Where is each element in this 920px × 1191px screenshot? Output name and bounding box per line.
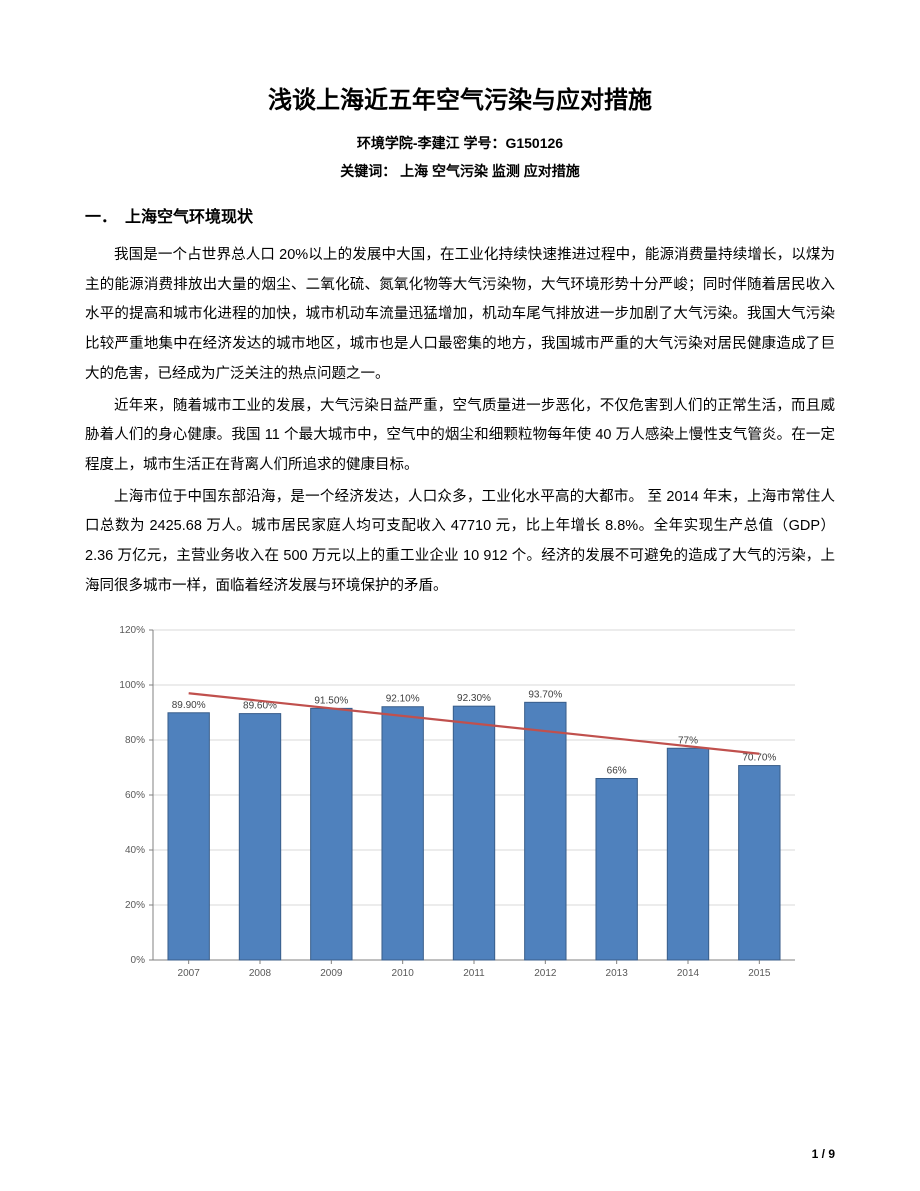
svg-text:60%: 60%	[125, 790, 145, 801]
svg-text:20%: 20%	[125, 900, 145, 911]
paragraph: 近年来，随着城市工业的发展，大气污染日益严重，空气质量进一步恶化，不仅危害到人们…	[85, 392, 835, 481]
svg-text:2014: 2014	[677, 968, 700, 979]
svg-text:93.70%: 93.70%	[528, 689, 562, 700]
paragraph: 上海市位于中国东部沿海，是一个经济发达，人口众多，工业化水平高的大都市。 至 2…	[85, 483, 835, 602]
svg-text:40%: 40%	[125, 845, 145, 856]
svg-text:2007: 2007	[178, 968, 201, 979]
svg-text:100%: 100%	[119, 680, 145, 691]
document-title: 浅谈上海近五年空气污染与应对措施	[85, 80, 835, 115]
svg-text:2012: 2012	[534, 968, 557, 979]
svg-text:2015: 2015	[748, 968, 771, 979]
svg-text:92.10%: 92.10%	[386, 693, 420, 704]
paragraph: 我国是一个占世界总人口 20%以上的发展中大国，在工业化持续快速推进过程中，能源…	[85, 241, 835, 390]
svg-text:120%: 120%	[119, 625, 145, 636]
svg-text:91.50%: 91.50%	[314, 695, 348, 706]
svg-text:89.90%: 89.90%	[172, 699, 206, 710]
svg-text:2013: 2013	[606, 968, 629, 979]
svg-text:92.30%: 92.30%	[457, 693, 491, 704]
svg-text:70.70%: 70.70%	[742, 752, 776, 763]
svg-text:0%: 0%	[131, 955, 146, 966]
svg-text:2008: 2008	[249, 968, 272, 979]
author-line: 环境学院-李建江 学号：G150126	[85, 133, 835, 153]
bar-chart: 0%20%40%60%80%100%120%89.90%200789.60%20…	[105, 620, 805, 985]
svg-text:2009: 2009	[320, 968, 343, 979]
svg-text:80%: 80%	[125, 735, 145, 746]
svg-text:2010: 2010	[392, 968, 415, 979]
keywords-line: 关键词： 上海 空气污染 监测 应对措施	[85, 161, 835, 181]
section-heading: 一． 上海空气环境现状	[85, 203, 835, 227]
page-total: 9	[828, 1147, 835, 1161]
svg-text:66%: 66%	[607, 765, 627, 776]
document-page: 浅谈上海近五年空气污染与应对措施 环境学院-李建江 学号：G150126 关键词…	[0, 0, 920, 1191]
svg-text:2011: 2011	[463, 968, 485, 979]
page-current: 1	[812, 1147, 819, 1161]
page-number: 1 / 9	[812, 1147, 835, 1161]
